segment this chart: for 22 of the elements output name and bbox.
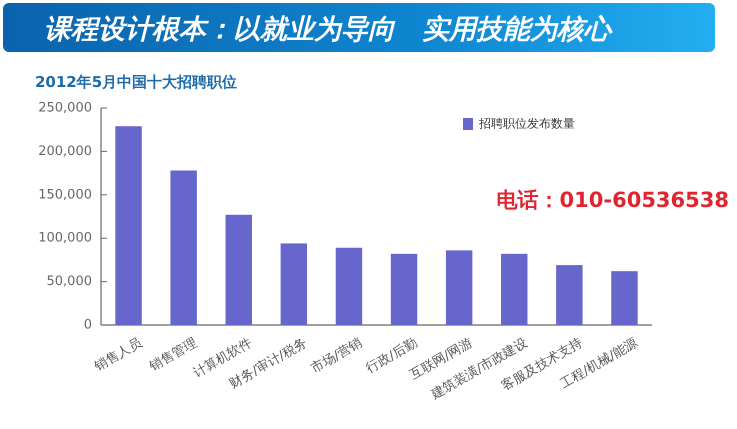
bar	[501, 254, 528, 325]
bar	[336, 248, 362, 325]
y-tick-label: 100,000	[38, 230, 92, 246]
y-tick-label: 200,000	[38, 144, 92, 159]
bar	[611, 271, 638, 325]
bar	[226, 214, 252, 325]
bar	[115, 126, 142, 325]
y-tick-label: 0	[84, 318, 92, 333]
x-tick-label: 市场/营销	[308, 335, 365, 377]
annotation: 电话：010-60536538	[496, 188, 729, 212]
bar	[446, 250, 472, 325]
bar	[390, 254, 418, 325]
y-tick-label: 50,000	[46, 274, 92, 290]
bar	[170, 170, 197, 325]
y-tick-label: 250,000	[38, 100, 92, 116]
x-tick-label: 销售人员	[91, 335, 145, 375]
chart-subtitle: 2012年5月中国十大招聘职位	[35, 73, 238, 91]
bar	[556, 265, 583, 325]
y-tick-label: 150,000	[38, 187, 92, 202]
bar	[280, 243, 308, 325]
chart-title: 课程设计根本：以就业为导向 实用技能为核心	[44, 14, 613, 45]
legend-label: 招聘职位发布数量	[478, 116, 575, 130]
